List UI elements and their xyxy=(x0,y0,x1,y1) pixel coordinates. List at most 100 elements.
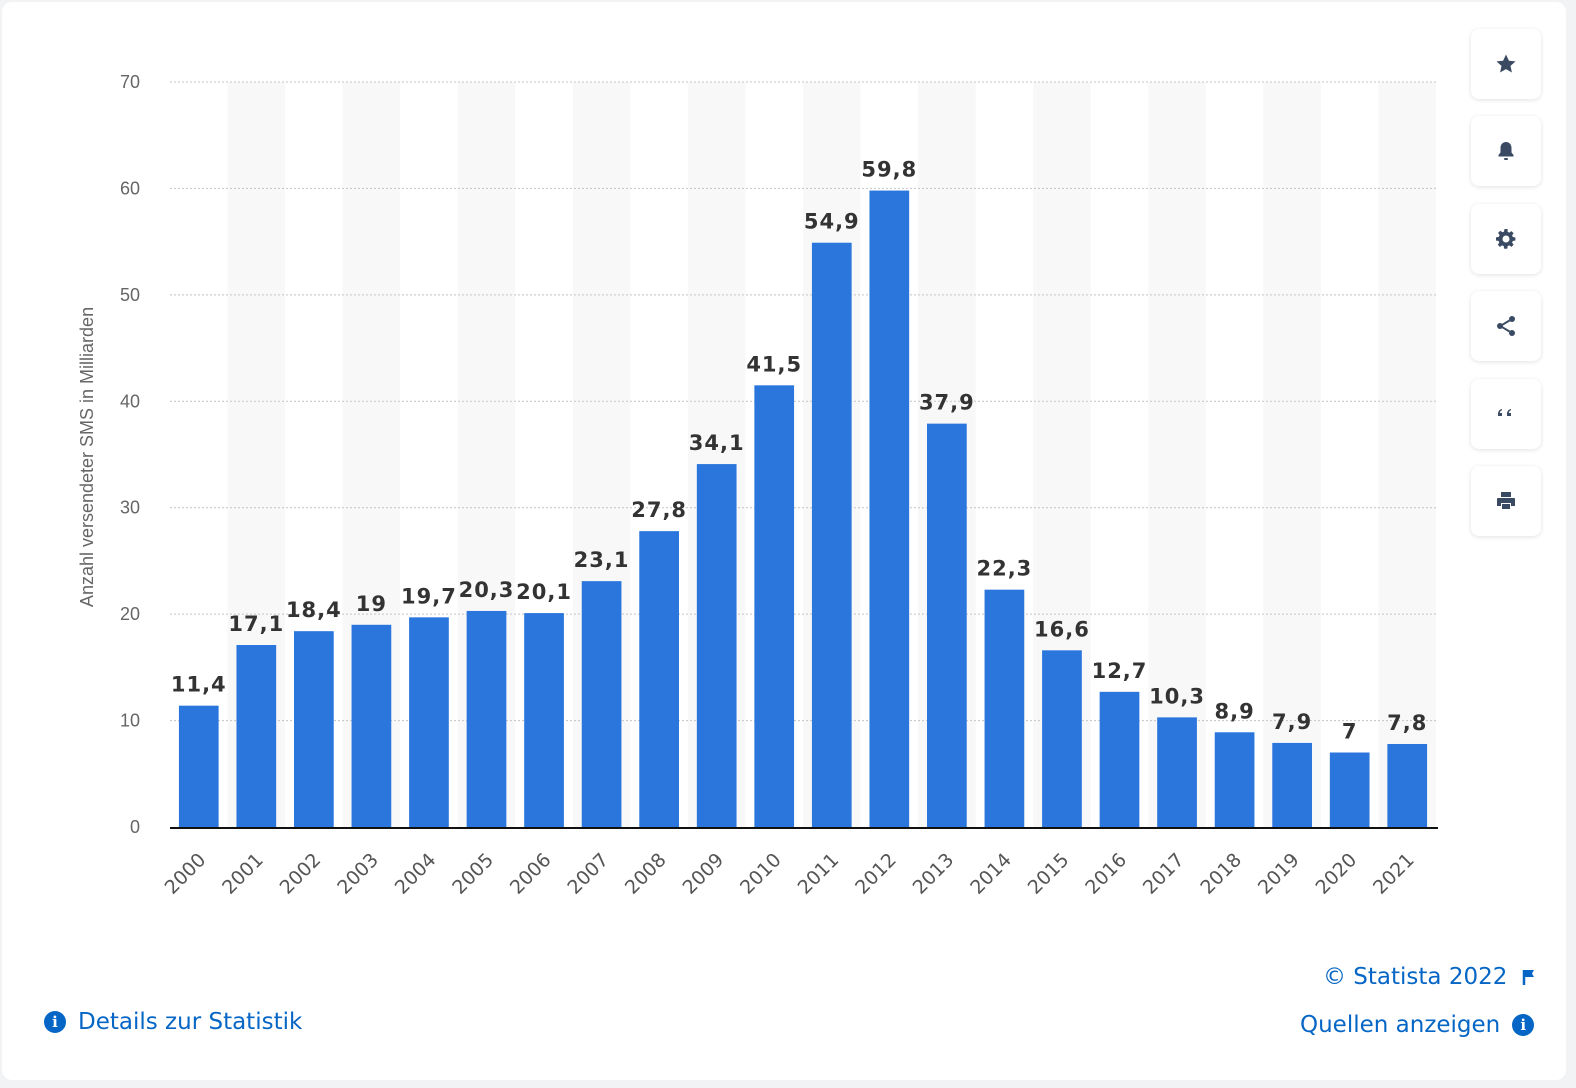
bar-value-label: 11,4 xyxy=(171,673,227,697)
x-tick-label: 2018 xyxy=(1196,849,1246,899)
y-tick-label: 20 xyxy=(120,604,140,624)
x-tick-label: 2019 xyxy=(1254,849,1304,899)
bar-value-label: 27,8 xyxy=(631,498,687,522)
bar-value-label: 20,1 xyxy=(516,580,572,604)
x-tick-label: 2020 xyxy=(1311,849,1361,899)
y-axis-label: Anzahl versendeter SMS in Milliarden xyxy=(77,307,97,607)
print-button[interactable] xyxy=(1471,466,1541,536)
bar-value-label: 19,7 xyxy=(401,584,457,608)
info-icon: i xyxy=(44,1011,66,1033)
bar-value-label: 7,9 xyxy=(1272,710,1312,734)
bar xyxy=(1042,650,1082,827)
bar-value-label: 41,5 xyxy=(746,352,802,376)
y-tick-label: 10 xyxy=(120,711,140,731)
x-tick-label: 2006 xyxy=(506,849,556,899)
background-band xyxy=(1263,82,1321,827)
x-tick-label: 2000 xyxy=(161,849,211,899)
bar xyxy=(1387,743,1428,827)
bar xyxy=(466,610,507,827)
bar xyxy=(984,589,1025,827)
bar-value-label: 12,7 xyxy=(1092,659,1148,683)
x-tick-label: 2002 xyxy=(276,849,326,899)
bar-value-label: 54,9 xyxy=(804,210,860,234)
favorite-button[interactable] xyxy=(1471,29,1541,99)
copyright-text: © Statista 2022 xyxy=(1323,964,1508,990)
y-tick-label: 70 xyxy=(120,72,140,92)
y-tick-label: 50 xyxy=(120,285,140,305)
x-tick-label: 2010 xyxy=(736,849,786,899)
bar xyxy=(524,613,564,827)
x-tick-label: 2003 xyxy=(333,849,383,899)
bar xyxy=(1157,717,1197,827)
bar xyxy=(811,242,852,827)
x-tick-label: 2016 xyxy=(1081,849,1131,899)
sources-link-label: Quellen anzeigen xyxy=(1300,1012,1501,1038)
background-band xyxy=(1378,82,1436,827)
bar-value-label: 59,8 xyxy=(861,158,917,182)
y-tick-label: 60 xyxy=(120,178,140,198)
background-band xyxy=(1148,82,1206,827)
x-tick-label: 2021 xyxy=(1369,849,1419,899)
flag-icon xyxy=(1523,970,1535,985)
bar-value-label: 19 xyxy=(356,592,387,616)
x-tick-label: 2007 xyxy=(563,849,613,899)
x-tick-label: 2001 xyxy=(218,849,268,899)
bar-value-label: 16,6 xyxy=(1034,617,1090,641)
copyright-link[interactable]: © Statista 2022 xyxy=(1323,964,1537,990)
bar xyxy=(178,705,219,827)
bar-value-label: 37,9 xyxy=(919,391,975,415)
bar-value-label: 8,9 xyxy=(1214,699,1254,723)
x-tick-label: 2005 xyxy=(448,849,498,899)
settings-button[interactable] xyxy=(1471,204,1541,274)
bar xyxy=(754,385,795,827)
bar xyxy=(1272,742,1312,827)
x-tick-label: 2008 xyxy=(621,849,671,899)
bar-value-label: 34,1 xyxy=(689,431,745,455)
bar-value-label: 23,1 xyxy=(574,548,630,572)
bar-value-label: 7,8 xyxy=(1387,711,1427,735)
bar-value-label: 20,3 xyxy=(459,578,515,602)
bar xyxy=(294,631,334,827)
bar xyxy=(696,464,737,827)
star-icon xyxy=(1496,54,1516,73)
y-tick-label: 0 xyxy=(130,817,140,837)
bar xyxy=(236,645,277,827)
x-tick-label: 2013 xyxy=(909,849,959,899)
share-icon xyxy=(1497,316,1515,336)
gear-icon xyxy=(1496,229,1516,249)
y-tick-label: 40 xyxy=(120,391,140,411)
sources-link[interactable]: Quellen anzeigen i xyxy=(1300,1012,1535,1038)
quote-icon xyxy=(1498,409,1511,416)
bar xyxy=(869,190,910,828)
bar xyxy=(1329,752,1370,827)
x-tick-label: 2004 xyxy=(391,849,441,899)
bell-icon xyxy=(1498,142,1514,160)
bar xyxy=(639,531,679,827)
bar xyxy=(409,617,449,827)
bar xyxy=(1099,691,1140,827)
bar-value-label: 18,4 xyxy=(286,598,342,622)
bar xyxy=(581,581,622,827)
bar-value-label: 22,3 xyxy=(976,557,1032,581)
bar-value-label: 17,1 xyxy=(228,612,284,636)
bar xyxy=(351,624,392,827)
bar xyxy=(927,423,967,827)
details-link[interactable]: i Details zur Statistik xyxy=(44,1009,302,1035)
y-tick-label: 30 xyxy=(120,498,140,518)
bar-value-label: 7 xyxy=(1342,720,1358,744)
notification-button[interactable] xyxy=(1471,116,1541,186)
x-tick-label: 2011 xyxy=(794,849,844,899)
x-tick-label: 2015 xyxy=(1024,849,1074,899)
info-icon: i xyxy=(1512,1014,1535,1036)
bar-value-label: 10,3 xyxy=(1149,684,1205,708)
print-icon xyxy=(1497,492,1515,509)
share-button[interactable] xyxy=(1471,291,1541,361)
x-tick-label: 2017 xyxy=(1139,849,1189,899)
details-link-label: Details zur Statistik xyxy=(78,1009,303,1035)
cite-button[interactable] xyxy=(1471,379,1541,449)
x-tick-label: 2014 xyxy=(966,849,1016,899)
bar xyxy=(1214,732,1255,827)
x-tick-label: 2009 xyxy=(678,849,728,899)
